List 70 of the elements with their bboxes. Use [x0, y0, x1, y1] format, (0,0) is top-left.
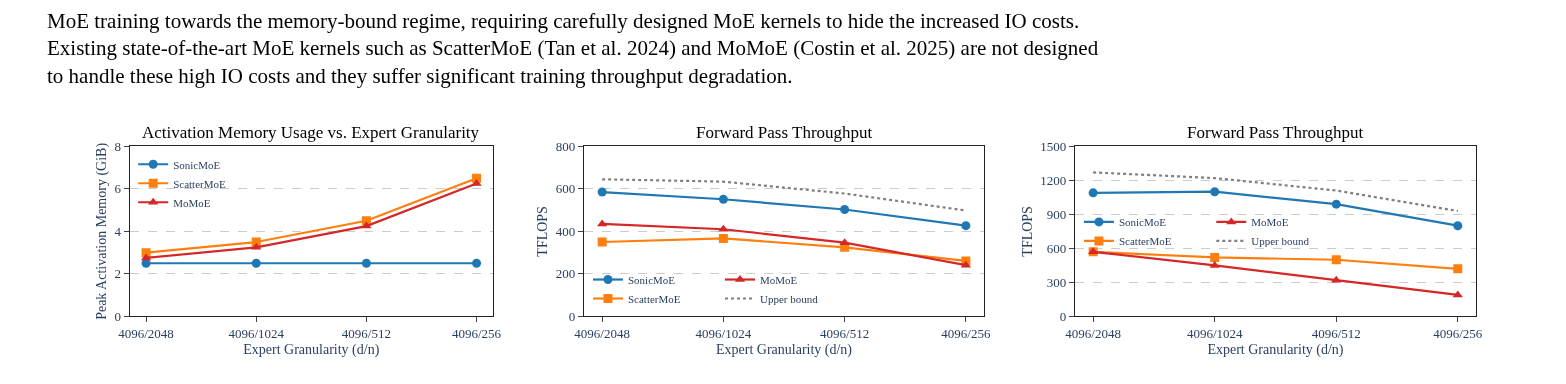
x-tick-label: 4096/1024 — [695, 326, 752, 342]
x-tick-label: 4096/256 — [1433, 326, 1483, 342]
x-tick-label: 4096/512 — [1311, 326, 1361, 342]
point — [840, 204, 850, 214]
y-tick-label: 8 — [114, 138, 121, 154]
legend-label: MoMoE — [1251, 216, 1289, 229]
chart-title: Forward Pass Throughput — [1187, 123, 1364, 142]
point — [251, 242, 262, 250]
point — [1331, 199, 1341, 209]
x-tick-label: 4096/2048 — [574, 326, 630, 342]
y-tick-label: 4 — [114, 223, 122, 239]
y-tick-label: 600 — [1046, 240, 1067, 256]
chart-title: Forward Pass Throughput — [696, 123, 873, 142]
x-tick-label: 4096/256 — [451, 326, 502, 342]
y-tick-label: 800 — [555, 138, 576, 154]
point — [597, 237, 607, 247]
point — [472, 258, 482, 268]
x-tick-label: 4096/1024 — [1186, 326, 1243, 342]
y-axis-title: TFLOPS — [535, 206, 551, 257]
legend-label: ScatterMoE — [1118, 235, 1172, 248]
point — [1210, 252, 1220, 262]
y-tick-label: 0 — [114, 308, 121, 324]
legend-label: ScatterMoE — [627, 292, 681, 305]
point — [1210, 187, 1220, 197]
point — [361, 258, 371, 268]
x-axis-title: Expert Granularity (d/n) — [715, 342, 853, 359]
legend-label: SonicMoE — [627, 273, 676, 286]
y-tick-label: 1200 — [1040, 172, 1067, 188]
point — [251, 258, 261, 268]
y-tick-label: 0 — [568, 308, 576, 324]
legend-label: Upper bound — [1251, 235, 1310, 248]
y-tick-label: 400 — [555, 223, 576, 239]
y-tick-label: 300 — [1046, 274, 1067, 290]
legend-label: MoMoE — [759, 273, 798, 286]
y-tick-label: 1500 — [1040, 138, 1067, 154]
legend-label: SonicMoE — [1118, 216, 1167, 229]
x-axis-title: Expert Granularity (d/n) — [243, 342, 380, 359]
legend-label: Upper bound — [759, 292, 819, 305]
text: MoE training towards the memory-bound regime, requiring carefully designed MoE kernels to hide the increased IO costs. Existing state-of-the-art MoE kernels such as ScatterMoE (Tan et al. 2024) and MoMoE (Costin et al. 2025) are not designed to handle these high IO costs and they suffer significant training throughput degradation. — [47, 9, 1099, 88]
legend-label: MoMoE — [173, 196, 211, 209]
x-axis-title: Expert Granularity (d/n) — [1207, 342, 1344, 359]
x-tick-label: 4096/2048 — [118, 326, 174, 342]
point — [1088, 188, 1098, 198]
point — [718, 233, 728, 243]
y-tick-label: 600 — [555, 181, 576, 197]
x-tick-label: 4096/1024 — [228, 326, 285, 342]
y-axis-title: TFLOPS — [1019, 206, 1035, 257]
x-tick-label: 4096/512 — [820, 326, 870, 342]
point — [718, 194, 728, 204]
y-tick-label: 6 — [114, 181, 122, 197]
point — [961, 221, 971, 231]
legend-label: ScatterMoE — [173, 177, 226, 190]
line-series — [1092, 171, 1459, 213]
y-axis-title: Peak Activation Memory (GiB) — [94, 142, 111, 320]
y-tick-label: 2 — [114, 266, 121, 282]
y-tick-label: 200 — [555, 266, 576, 282]
point — [1453, 221, 1463, 231]
point — [597, 187, 607, 197]
y-tick-label: 900 — [1046, 206, 1067, 222]
chart-title: Activation Memory Usage vs. Expert Granularity — [142, 123, 480, 142]
point — [1453, 264, 1463, 274]
legend-label: SonicMoE — [173, 158, 221, 171]
y-tick-label: 0 — [1059, 308, 1067, 324]
point — [1452, 290, 1463, 298]
x-tick-label: 4096/2048 — [1065, 326, 1121, 342]
point — [1331, 255, 1341, 265]
point — [1209, 260, 1220, 268]
x-tick-label: 4096/256 — [941, 326, 991, 342]
point — [718, 224, 729, 232]
x-tick-label: 4096/512 — [341, 326, 391, 342]
